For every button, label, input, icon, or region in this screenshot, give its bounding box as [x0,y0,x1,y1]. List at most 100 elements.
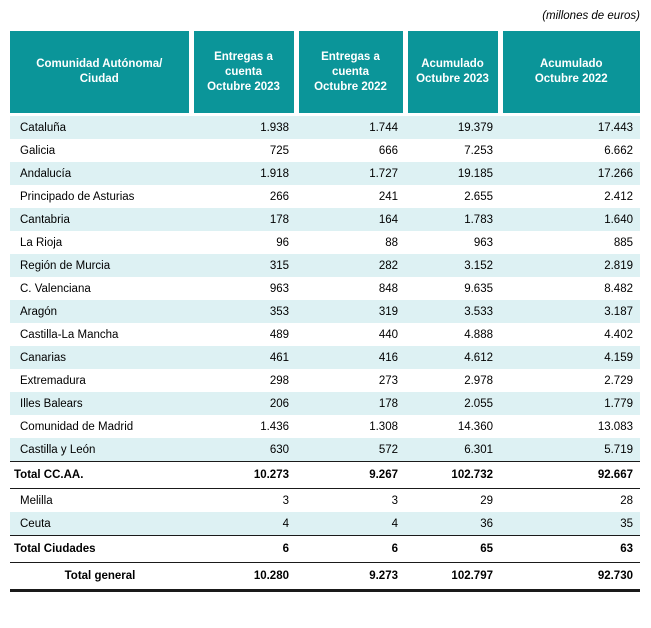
column-header-line: Acumulado [539,58,603,70]
value-cell: 3.533 [464,305,493,318]
column-header-acumulado-2022: Acumulado Octubre 2022 [497,31,640,116]
value-cell: 1.779 [604,397,633,410]
table-row: Ceuta 4 4 36 35 [10,512,640,536]
value-cell: 10.273 [253,469,289,481]
column-header-line: Entregas a [321,50,380,63]
value-cell: 4 [391,517,398,530]
value-cell: 13.083 [597,420,633,433]
value-cell: 1.744 [369,121,398,134]
region-label: Total general [64,570,136,582]
value-cell: 273 [378,374,398,387]
value-cell: 17.266 [597,167,633,180]
table-row: Principado de Asturias 266 241 2.655 2.412 [10,185,640,208]
value-cell: 416 [378,351,398,364]
region-label: C. Valenciana [20,282,91,295]
value-cell: 1.938 [260,121,289,134]
table-row: Comunidad de Madrid 1.436 1.308 14.360 13.08… [10,415,640,438]
value-cell: 92.730 [597,570,633,582]
table-row: Región de Murcia 315 282 3.152 2.819 [10,254,640,277]
table-row: Illes Balears 206 178 2.055 1.779 [10,392,640,415]
value-cell: 353 [269,305,289,318]
value-cell: 2.655 [464,190,493,203]
value-cell: 725 [269,144,289,157]
value-cell: 282 [378,259,398,272]
value-cell: 1.783 [464,213,493,226]
value-cell: 19.379 [457,121,493,134]
value-cell: 6.662 [604,144,633,157]
value-cell: 63 [620,543,633,555]
value-cell: 17.443 [597,121,633,134]
value-cell: 7.253 [464,144,493,157]
value-cell: 28 [620,494,633,507]
column-header-entregas-2023: Entregas a cuenta Octubre 2023 [188,31,296,116]
region-label: Ceuta [20,517,51,530]
region-label: Canarias [20,351,67,364]
value-cell: 9.273 [369,570,398,582]
column-header-entregas-2022: Entregas a cuenta Octubre 2022 [293,31,405,116]
units-note: (millones de euros) [542,10,640,22]
value-cell: 1.918 [260,167,289,180]
value-cell: 19.185 [457,167,493,180]
region-label: Aragón [20,305,58,318]
value-cell: 10.280 [253,570,289,582]
value-cell: 5.719 [604,443,633,456]
value-cell: 3 [391,494,398,507]
value-cell: 102.797 [451,570,493,582]
value-cell: 6 [282,543,289,555]
value-cell: 96 [276,236,289,249]
value-cell: 4.402 [604,328,633,341]
value-cell: 3.187 [604,305,633,318]
value-cell: 440 [378,328,398,341]
value-cell: 36 [480,517,493,530]
value-cell: 8.482 [604,282,633,295]
value-cell: 2.978 [464,374,493,387]
column-header-line: Octubre 2022 [534,73,608,85]
region-label: Comunidad de Madrid [20,420,134,433]
value-cell: 241 [378,190,398,203]
column-header-line: cuenta [224,65,263,78]
value-cell: 319 [378,305,398,318]
table-row: La Rioja 96 88 963 885 [10,231,640,254]
region-label: La Rioja [20,236,63,249]
table-row: C. Valenciana 963 848 9.635 8.482 [10,277,640,300]
value-cell: 88 [385,236,398,249]
region-label: Total CC.AA. [14,469,84,481]
value-cell: 6.301 [464,443,493,456]
value-cell: 2.729 [604,374,633,387]
table-row: Andalucía 1.918 1.727 19.185 17.266 [10,162,640,185]
value-cell: 266 [269,190,289,203]
value-cell: 2.055 [464,397,493,410]
value-cell: 4.888 [464,328,493,341]
value-cell: 9.635 [464,282,493,295]
value-cell: 14.360 [457,420,493,433]
value-cell: 92.667 [597,469,633,481]
value-cell: 1.640 [604,213,633,226]
value-cell: 630 [269,443,289,456]
column-header-line: Acumulado [421,58,484,70]
region-label: Castilla-La Mancha [20,328,119,341]
value-cell: 885 [613,236,633,249]
region-label: Principado de Asturias [20,190,135,203]
value-cell: 315 [269,259,289,272]
value-cell: 2.819 [604,259,633,272]
region-label: Andalucía [20,167,72,180]
column-header-acumulado-2023: Acumulado Octubre 2023 [402,31,500,116]
value-cell: 6 [391,543,398,555]
value-cell: 4 [282,517,289,530]
total-row: Total Ciudades 6 6 65 63 [10,535,640,563]
value-cell: 178 [378,397,398,410]
value-cell: 848 [378,282,398,295]
value-cell: 963 [269,282,289,295]
region-label: Galicia [20,144,56,157]
value-cell: 298 [269,374,289,387]
column-header-region: Comunidad Autónoma/ Ciudad [10,31,191,116]
value-cell: 3 [282,494,289,507]
region-label: Cantabria [20,213,70,226]
table-body: Cataluña 1.938 1.744 19.379 17.443 Galicia 725… [10,114,640,591]
region-label: Cataluña [20,121,67,134]
region-label: Extremadura [20,374,86,387]
value-cell: 489 [269,328,289,341]
value-cell: 963 [473,236,493,249]
table-row: Galicia 725 666 7.253 6.662 [10,139,640,162]
